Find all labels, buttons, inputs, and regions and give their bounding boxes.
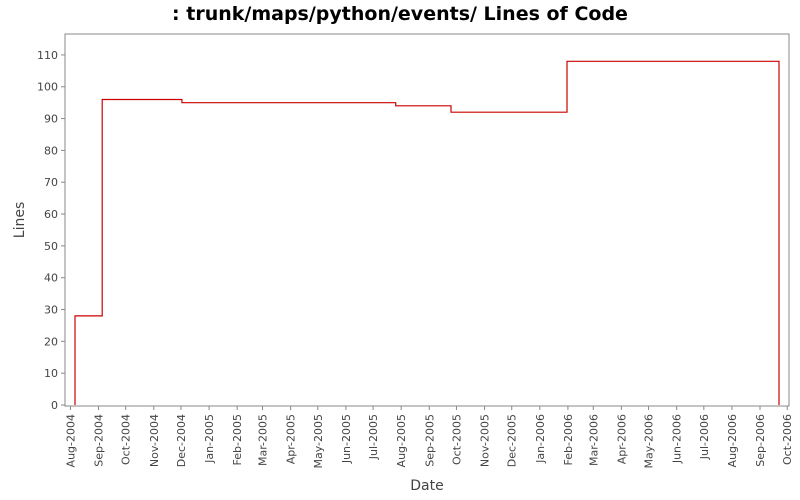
x-tick-label-23: Jul-2006 xyxy=(698,414,711,460)
x-tick-label-14: Oct-2005 xyxy=(450,414,463,465)
plot-area xyxy=(64,33,790,407)
x-tick-label-19: Mar-2006 xyxy=(587,414,600,466)
y-tick-label-11: 110 xyxy=(37,49,58,62)
x-tick-label-0: Aug-2004 xyxy=(64,414,77,467)
y-axis-title: Lines xyxy=(12,202,28,238)
x-tick-label-7: Mar-2005 xyxy=(257,414,270,466)
x-tick-label-2: Oct-2004 xyxy=(120,414,133,465)
x-tick-label-22: Jun-2006 xyxy=(671,414,684,464)
x-tick-label-8: Apr-2005 xyxy=(285,414,298,464)
x-tick-label-25: Sep-2006 xyxy=(754,414,767,467)
x-tick-label-1: Sep-2004 xyxy=(93,414,106,467)
x-tick-label-17: Jan-2006 xyxy=(534,414,547,464)
y-tick-label-9: 90 xyxy=(44,113,58,126)
x-tick-label-9: May-2005 xyxy=(312,414,325,469)
y-tick-label-8: 80 xyxy=(44,144,58,157)
series-line-0 xyxy=(74,60,780,405)
x-tick-label-24: Aug-2006 xyxy=(726,414,739,467)
y-tick-label-0: 0 xyxy=(51,399,58,412)
x-tick-label-4: Dec-2004 xyxy=(175,414,188,467)
x-tick-label-6: Feb-2005 xyxy=(231,414,244,465)
series-layer xyxy=(74,60,780,405)
y-tick-label-5: 50 xyxy=(44,240,58,253)
y-tick-label-3: 30 xyxy=(44,304,58,317)
y-tick-label-4: 40 xyxy=(44,272,58,285)
y-axis: 0 10 20 30 40 50 60 70 80 90 100 110 xyxy=(37,49,65,412)
x-tick-label-21: May-2006 xyxy=(643,414,656,469)
y-tick-label-10: 100 xyxy=(37,81,58,94)
x-tick-label-18: Feb-2006 xyxy=(562,414,575,465)
y-tick-label-1: 10 xyxy=(44,367,58,380)
x-axis-title: Date xyxy=(410,478,443,494)
y-tick-label-2: 20 xyxy=(44,335,58,348)
x-tick-label-20: Apr-2006 xyxy=(615,414,628,464)
x-tick-label-26: Oct-2006 xyxy=(781,414,794,465)
chart-title: : trunk/maps/python/events/ Lines of Cod… xyxy=(172,3,628,25)
x-axis: Aug-2004 Sep-2004 Oct-2004 Nov-2004 Dec-2004… xyxy=(64,406,794,469)
x-tick-label-15: Nov-2005 xyxy=(479,414,492,467)
y-tick-label-6: 60 xyxy=(44,208,58,221)
x-tick-label-11: Jul-2005 xyxy=(367,414,380,460)
x-tick-label-16: Dec-2005 xyxy=(506,414,519,467)
x-tick-label-10: Jun-2005 xyxy=(340,414,353,464)
x-tick-label-12: Aug-2005 xyxy=(395,414,408,467)
y-tick-label-7: 70 xyxy=(44,176,58,189)
x-tick-label-5: Jan-2005 xyxy=(203,414,216,464)
x-tick-label-13: Sep-2005 xyxy=(423,414,436,467)
x-tick-label-3: Nov-2004 xyxy=(148,414,161,467)
